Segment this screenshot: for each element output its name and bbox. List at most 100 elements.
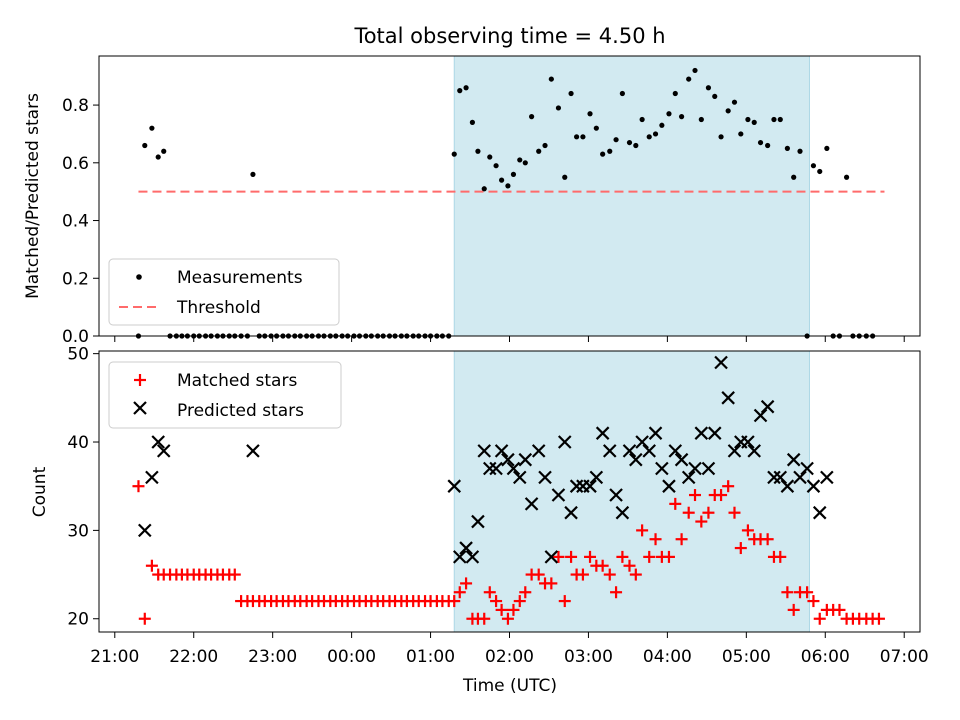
measurement-point <box>639 116 645 123</box>
predicted-star-point <box>668 444 683 458</box>
measurement-point <box>142 142 148 149</box>
measurement-point <box>481 186 487 192</box>
matched-star-point <box>558 595 571 608</box>
predicted-star-point <box>793 470 807 485</box>
matched-star-point <box>695 515 708 528</box>
bottom-panel-highlight <box>453 350 810 633</box>
measurement-point <box>574 134 580 140</box>
predicted-star-point <box>459 541 473 555</box>
measurement-point <box>712 93 718 100</box>
matched-star-point <box>460 577 473 590</box>
top-panel-highlight <box>453 55 810 337</box>
bottom-x-axis: 21:00 22:00 23:00 00:00 01:00 02:00 03:00 04:00… <box>90 632 929 667</box>
measurement-point <box>510 171 517 177</box>
measurement-point <box>718 134 724 140</box>
measurement-point <box>149 125 155 131</box>
predicted-star-point <box>583 479 597 493</box>
top-y-axis-label: Matched/Predicted stars <box>23 93 43 299</box>
bottom-y-axis: 20 30 40 50 <box>67 345 99 630</box>
x-tick-label: 07:00 <box>880 647 929 667</box>
predicted-star-point <box>662 479 676 493</box>
predicted-star-point <box>512 470 527 485</box>
measurement-point <box>791 174 797 180</box>
predicted-star-point <box>707 426 722 440</box>
y-tick-label: 30 <box>67 521 89 541</box>
measurement-point <box>633 142 639 149</box>
top-x-ticks <box>114 336 905 342</box>
predicted-star-point <box>655 461 669 476</box>
matched-star-point <box>702 506 715 519</box>
legend-matched-label: Matched stars <box>177 371 297 391</box>
measurement-point <box>824 145 830 151</box>
matched-star-point <box>495 603 508 616</box>
predicted-star-point <box>800 461 814 476</box>
predicted-star-point <box>489 461 503 476</box>
matched-star-point <box>576 568 589 581</box>
matched-star-point <box>616 550 629 563</box>
predicted-star-point <box>506 461 521 476</box>
measurement-point <box>568 90 574 97</box>
matched-star-point <box>636 524 649 537</box>
x-tick-label: 02:00 <box>485 647 534 667</box>
bottom-y-axis-label: Count <box>30 466 50 517</box>
predicted-star-point <box>773 470 788 485</box>
predicted-star-point <box>564 505 578 520</box>
predicted-star-point <box>138 523 152 538</box>
measurement-point <box>451 151 457 157</box>
measurement-point <box>765 142 771 149</box>
measurement-point <box>698 116 704 123</box>
predicted-star-point <box>721 391 735 405</box>
matched-star-point <box>787 603 800 616</box>
predicted-star-point <box>447 479 462 493</box>
x-tick-label: 00:00 <box>327 647 376 667</box>
predicted-star-point <box>780 479 795 493</box>
measurement-point <box>548 76 554 82</box>
matched-star-point <box>138 612 151 625</box>
predicted-star-point <box>494 444 509 458</box>
predicted-star-point <box>465 550 480 564</box>
legend-predicted-label: Predicted stars <box>177 401 304 421</box>
predicted-star-point <box>629 452 643 467</box>
matched-star-point <box>761 533 774 546</box>
matched-star-point <box>507 603 520 616</box>
measurement-point <box>587 111 593 117</box>
predicted-star-point <box>681 470 696 485</box>
matched-star-point <box>478 612 491 625</box>
measurement-point <box>725 108 731 114</box>
measurement-point <box>810 163 817 169</box>
measurement-point <box>652 131 659 137</box>
predicted-star-point <box>753 408 768 423</box>
measurement-point <box>493 163 499 169</box>
y-tick-label: 50 <box>67 345 89 365</box>
predicted-star-point <box>602 444 617 458</box>
measurement-point <box>745 116 751 123</box>
predicted-star-point <box>622 444 637 458</box>
matched-star-point <box>715 489 728 502</box>
predicted-star-point <box>156 444 171 458</box>
predicted-star-point <box>701 461 716 476</box>
matched-star-point <box>675 533 688 546</box>
matched-star-point <box>565 550 578 563</box>
predicted-star-point <box>452 550 467 564</box>
matched-star-point <box>872 612 885 625</box>
matched-star-point <box>734 542 747 555</box>
measurement-point <box>817 168 823 175</box>
top-legend-box <box>108 258 340 326</box>
measurement-point <box>580 134 586 140</box>
predicted-star-point <box>589 470 604 485</box>
measurement-point <box>600 151 606 157</box>
measurement-point <box>607 148 613 154</box>
predicted-star-point <box>747 444 761 458</box>
predicted-star-point <box>812 505 827 520</box>
top-y-axis: 0.0 0.2 0.4 0.6 0.8 <box>62 96 99 347</box>
measurement-point <box>562 174 568 180</box>
measurement-point <box>777 116 783 123</box>
measurement-point <box>593 125 599 131</box>
matched-star-point <box>603 568 616 581</box>
predicted-star-point <box>648 426 663 440</box>
predicted-star-point <box>471 514 485 529</box>
matched-star-point <box>501 612 514 625</box>
matched-star-point <box>649 533 662 546</box>
matched-star-point <box>448 595 461 608</box>
predicted-star-point <box>501 452 515 467</box>
